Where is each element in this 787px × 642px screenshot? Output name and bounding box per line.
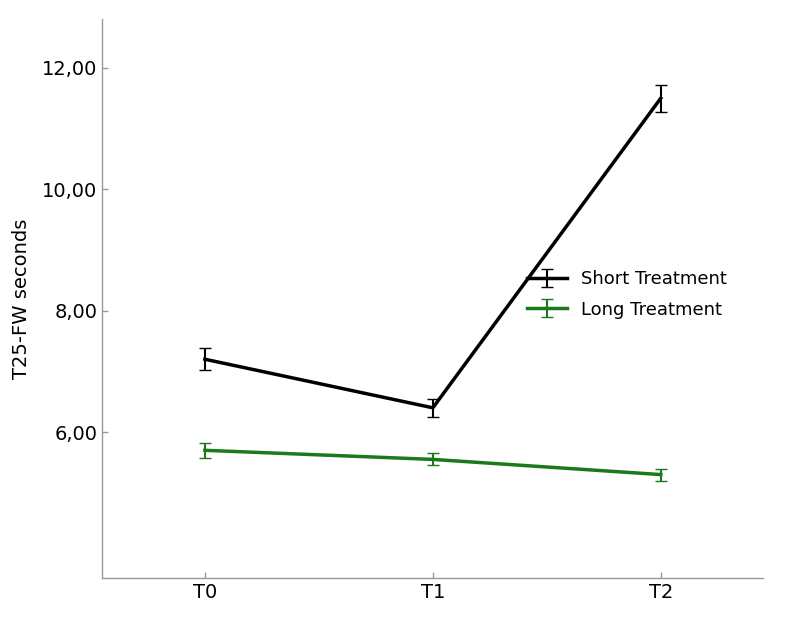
Legend: Short Treatment, Long Treatment: Short Treatment, Long Treatment [520,263,734,326]
Y-axis label: T25-FW seconds: T25-FW seconds [12,218,31,379]
